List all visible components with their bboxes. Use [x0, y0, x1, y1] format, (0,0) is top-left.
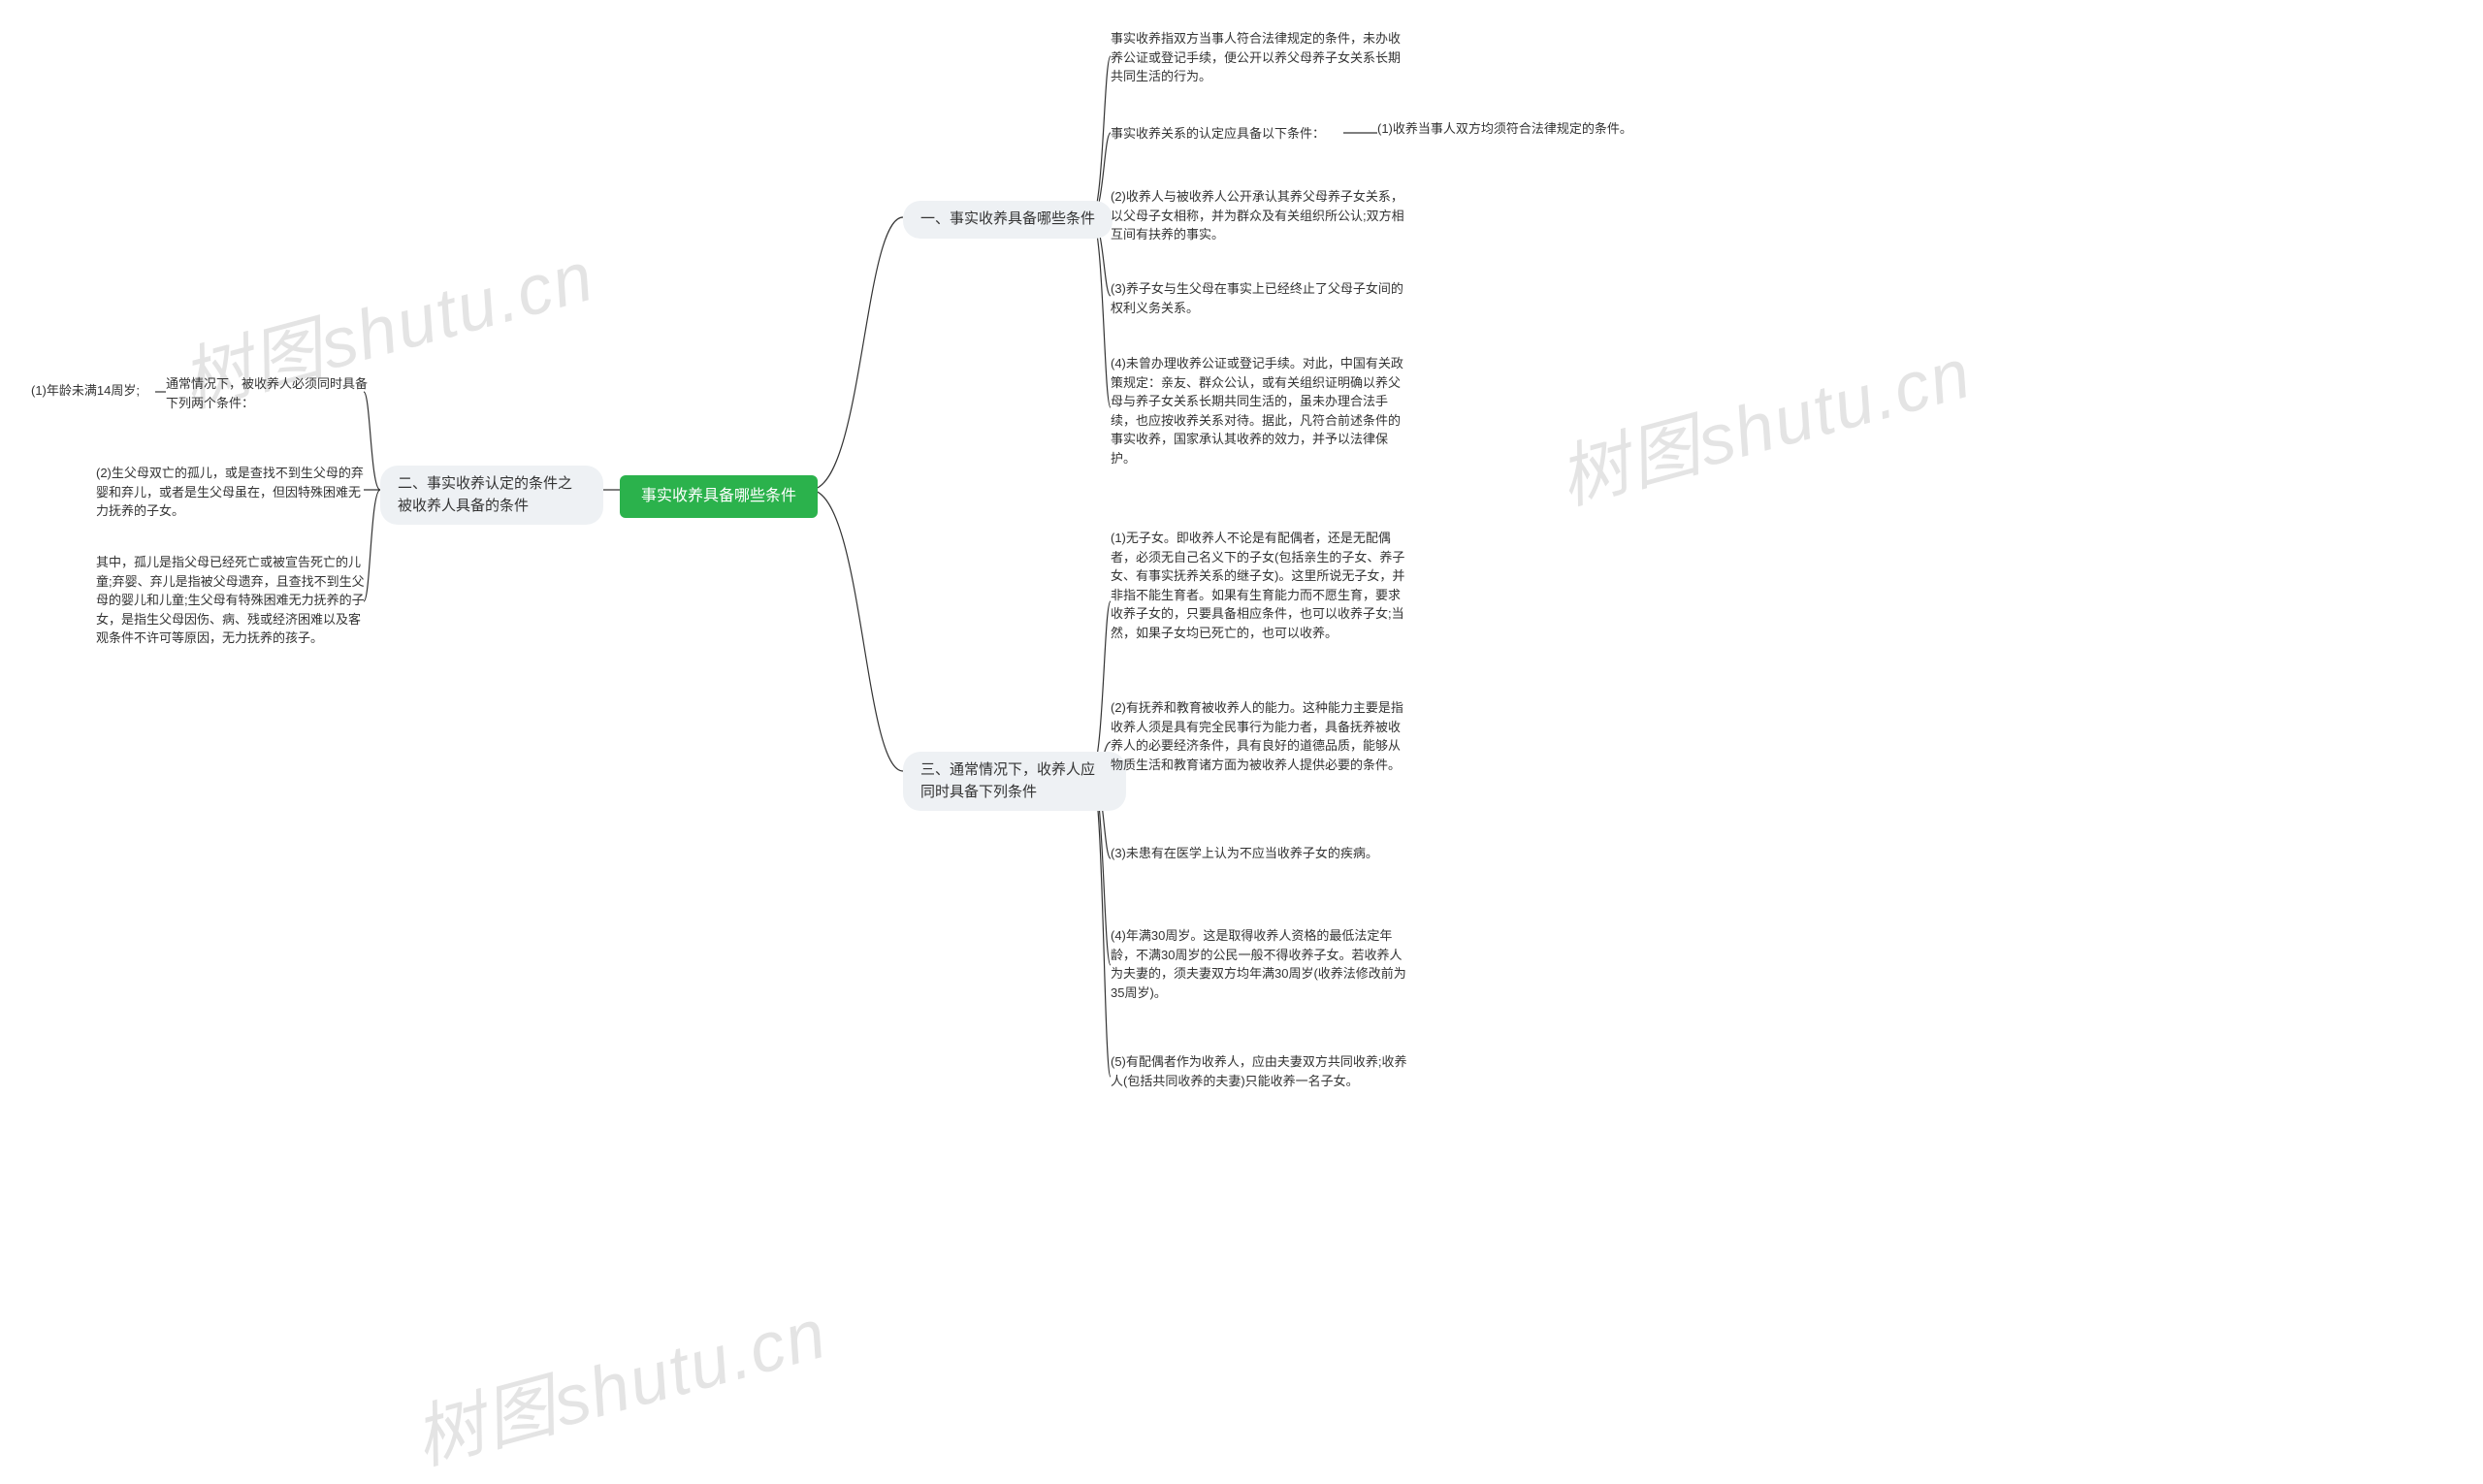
leaf-b2-1: 通常情况下，被收养人必须同时具备下列两个条件： — [166, 374, 370, 412]
leaf-b2-2: (2)生父母双亡的孤儿，或是查找不到生父母的弃婴和弃儿，或者是生父母虽在，但因特… — [96, 464, 368, 521]
branch-1[interactable]: 一、事实收养具备哪些条件 — [903, 201, 1113, 239]
watermark-2: 树图shutu.cn — [1546, 315, 1982, 523]
branch-3[interactable]: 三、通常情况下，收养人应同时具备下列条件 — [903, 752, 1126, 811]
leaf-b3-2: (2)有抚养和教育被收养人的能力。这种能力主要是指收养人须是具有完全民事行为能力… — [1111, 698, 1411, 774]
leaf-b1-2-1: (1)收养当事人双方均须符合法律规定的条件。 — [1377, 119, 1632, 139]
leaf-b2-1-1: (1)年龄未满14周岁; — [31, 381, 140, 401]
leaf-b1-3: (2)收养人与被收养人公开承认其养父母养子女关系，以父母子女相称，并为群众及有关… — [1111, 187, 1411, 244]
leaf-b3-3: (3)未患有在医学上认为不应当收养子女的疾病。 — [1111, 844, 1378, 863]
leaf-b1-1: 事实收养指双方当事人符合法律规定的条件，未办收养公证或登记手续，便公开以养父母养… — [1111, 29, 1411, 86]
leaf-b1-2: 事实收养关系的认定应具备以下条件： — [1111, 124, 1325, 144]
leaf-b3-5: (5)有配偶者作为收养人，应由夫妻双方共同收养;收养人(包括共同收养的夫妻)只能… — [1111, 1052, 1411, 1090]
leaf-b1-5: (4)未曾办理收养公证或登记手续。对此，中国有关政策规定：亲友、群众公认，或有关… — [1111, 354, 1411, 468]
leaf-b2-3: 其中，孤儿是指父母已经死亡或被宣告死亡的儿童;弃婴、弃儿是指被父母遗弃，且查找不… — [96, 553, 368, 648]
root-node[interactable]: 事实收养具备哪些条件 — [620, 475, 818, 518]
leaf-b3-4: (4)年满30周岁。这是取得收养人资格的最低法定年龄，不满30周岁的公民一般不得… — [1111, 926, 1411, 1002]
branch-2[interactable]: 二、事实收养认定的条件之被收养人具备的条件 — [380, 466, 603, 525]
leaf-b3-1: (1)无子女。即收养人不论是有配偶者，还是无配偶者，必须无自己名义下的子女(包括… — [1111, 529, 1411, 642]
leaf-b1-4: (3)养子女与生父母在事实上已经终止了父母子女间的权利义务关系。 — [1111, 279, 1411, 317]
